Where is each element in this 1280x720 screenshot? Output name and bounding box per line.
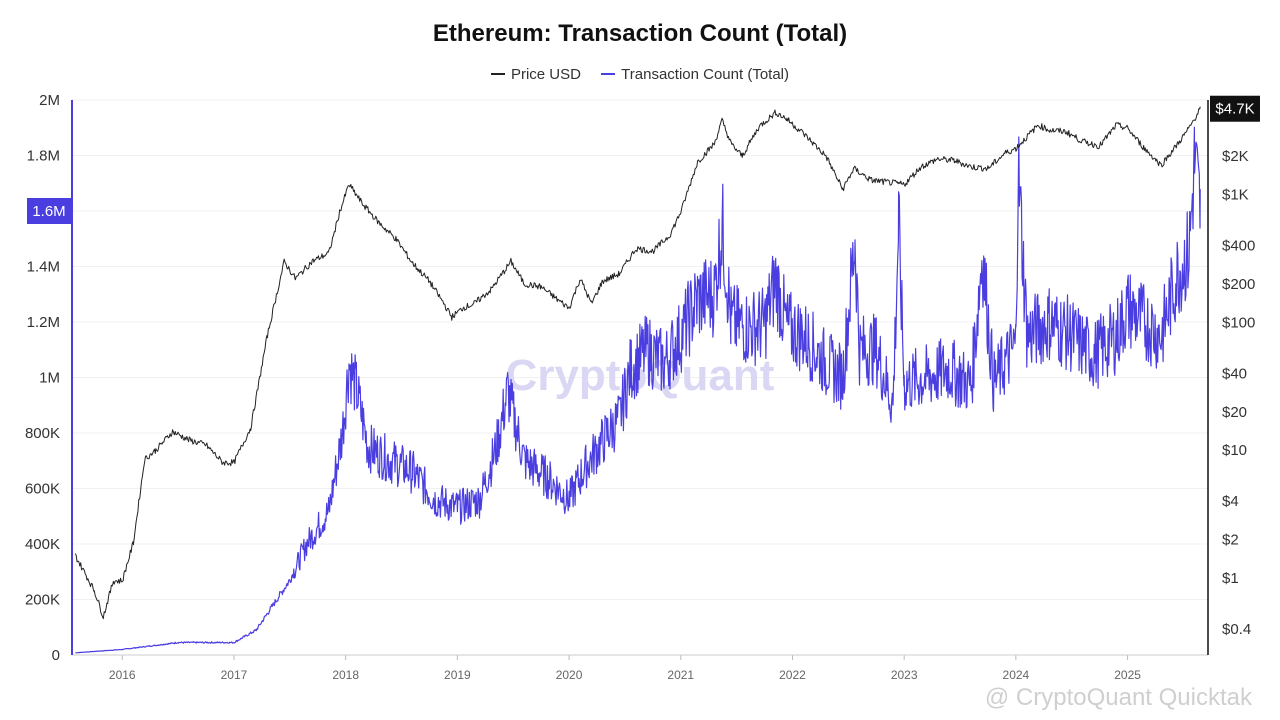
- left-tick-label: 0: [52, 647, 60, 664]
- right-tick-label: $200: [1222, 276, 1255, 293]
- left-tick-label: 1.8M: [27, 148, 60, 165]
- credit-watermark: @ CryptoQuant Quicktak: [984, 684, 1252, 711]
- x-tick-label: 2016: [109, 668, 136, 682]
- x-tick-label: 2021: [667, 668, 694, 682]
- x-tick-label: 2019: [444, 668, 471, 682]
- right-tick-label: $0.4: [1222, 621, 1251, 638]
- series-transaction-count-line: [75, 126, 1201, 654]
- left-tick-label: 400K: [25, 536, 60, 553]
- left-tick-label: 800K: [25, 425, 60, 442]
- legend-item-price[interactable]: Price USD: [490, 65, 581, 83]
- current-price-badge: [1210, 95, 1260, 122]
- legend-swatch-tx: [601, 73, 616, 75]
- x-tick-label: 2023: [891, 668, 918, 682]
- right-tick-label: $100: [1222, 314, 1255, 331]
- x-tick-label: 2017: [221, 668, 248, 682]
- series-price-line: [74, 106, 1201, 620]
- legend-swatch-price: [490, 73, 505, 75]
- right-tick-label: $2: [1222, 532, 1239, 549]
- right-tick-label: $40: [1222, 365, 1247, 382]
- right-tick-label: $2K: [1222, 148, 1249, 165]
- x-tick-label: 2020: [556, 668, 583, 682]
- legend-item-tx[interactable]: Transaction Count (Total): [601, 66, 789, 83]
- x-tick-label: 2022: [779, 668, 806, 682]
- x-tick-label: 2018: [332, 668, 359, 682]
- legend-label-tx: Transaction Count (Total): [621, 65, 790, 83]
- left-tick-label: 1.4M: [27, 259, 60, 276]
- right-tick-label: $10: [1222, 442, 1247, 459]
- right-tick-label: $20: [1222, 404, 1247, 421]
- right-tick-label: $4: [1222, 493, 1239, 510]
- left-tick-label: 1.2M: [27, 314, 60, 331]
- left-tick-label: 600K: [25, 481, 60, 498]
- right-tick-label: $1: [1222, 570, 1239, 587]
- chart-legend: Price USD Transaction Count (Total): [0, 62, 1280, 83]
- right-tick-label: $1K: [1222, 187, 1249, 204]
- left-tick-label: 1M: [39, 370, 60, 387]
- x-tick-label: 2024: [1003, 668, 1030, 682]
- legend-label-price: Price USD: [510, 65, 581, 83]
- current-tx-badge: [27, 198, 71, 224]
- left-tick-label: 200K: [25, 592, 60, 609]
- x-tick-label: 2025: [1114, 668, 1141, 682]
- chart-title: Ethereum: Transaction Count (Total): [432, 20, 848, 47]
- current-price-badge-label: $4.7K: [1215, 101, 1254, 118]
- right-tick-label: $400: [1222, 237, 1255, 254]
- current-tx-badge-label: 1.6M: [32, 203, 65, 220]
- left-tick-label: 2M: [39, 92, 60, 109]
